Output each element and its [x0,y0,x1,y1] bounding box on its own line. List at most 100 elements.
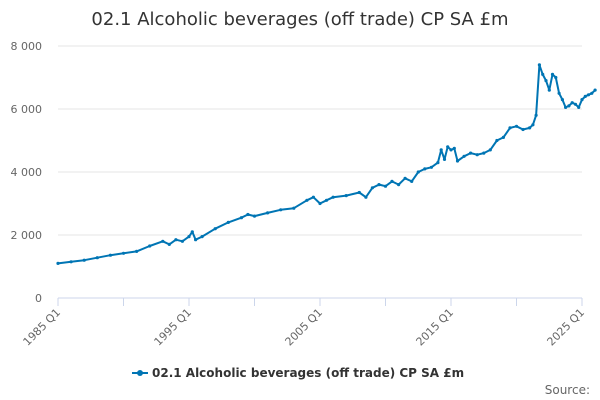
x-axis: 1985 Q1 1995 Q1 2005 Q1 2015 Q1 2025 Q1 [21,297,587,349]
x-tick-label: 1995 Q1 [152,306,195,349]
data-point[interactable] [174,238,178,242]
gridlines [58,45,582,236]
data-point[interactable] [580,98,584,102]
data-point[interactable] [324,198,329,202]
data-point[interactable] [560,98,565,102]
data-point[interactable] [180,239,184,243]
data-point[interactable] [446,145,450,149]
data-point[interactable] [550,72,555,76]
data-point[interactable] [82,258,86,262]
data-point[interactable] [69,260,73,264]
data-point[interactable] [357,190,361,195]
series-line[interactable] [57,63,596,265]
data-point[interactable] [570,101,574,105]
data-point[interactable] [495,138,499,143]
data-point[interactable] [403,176,407,180]
data-point[interactable] [528,126,532,130]
data-point[interactable] [187,235,191,239]
data-point[interactable] [167,242,171,246]
data-point[interactable] [544,79,548,83]
data-point[interactable] [564,105,568,109]
y-tick-label: 2 000 [11,229,43,242]
data-point[interactable] [583,94,587,98]
data-point[interactable] [377,183,381,187]
legend-marker-icon [137,370,143,376]
source-label: Source: [545,383,590,397]
data-point[interactable] [292,206,296,210]
data-point[interactable] [252,214,257,218]
data-point[interactable] [56,261,60,265]
series-group [56,63,597,265]
data-point[interactable] [554,75,558,80]
data-point[interactable] [311,195,315,199]
data-point[interactable] [429,165,433,169]
data-point[interactable] [305,198,309,202]
data-point[interactable] [567,104,571,108]
data-point[interactable] [557,91,561,95]
data-point[interactable] [501,135,505,139]
legend-label[interactable]: 02.1 Alcoholic beverages (off trade) CP … [152,366,464,380]
data-point[interactable] [190,230,194,234]
data-point[interactable] [239,216,243,220]
x-tick-label: 1985 Q1 [21,306,64,349]
data-point[interactable] [586,93,591,97]
data-point[interactable] [593,88,597,92]
data-point[interactable] [541,72,545,76]
data-point[interactable] [148,244,152,248]
x-tick-label: 2005 Q1 [283,306,326,349]
data-point[interactable] [194,238,198,242]
data-point[interactable] [410,179,414,183]
x-tick-label: 2015 Q1 [414,306,457,349]
data-point[interactable] [521,127,525,132]
y-tick-label: 6 000 [11,103,43,116]
data-point[interactable] [318,201,322,206]
data-point[interactable] [488,148,492,152]
y-axis: 0 2 000 4 000 6 000 8 000 [11,40,43,305]
data-point[interactable] [266,211,270,215]
y-tick-label: 0 [35,292,42,305]
data-point[interactable] [364,195,368,199]
data-point[interactable] [161,239,165,243]
data-point[interactable] [383,184,388,188]
data-point[interactable] [455,159,460,163]
data-point[interactable] [462,154,466,158]
y-tick-label: 8 000 [11,40,43,53]
data-point[interactable] [246,212,250,217]
data-point[interactable] [514,124,519,128]
data-point[interactable] [331,195,335,199]
data-point[interactable] [108,253,112,257]
data-point[interactable] [121,251,126,255]
data-point[interactable] [547,88,551,92]
data-point[interactable] [449,148,453,152]
chart-title: 02.1 Alcoholic beverages (off trade) CP … [91,9,508,30]
data-point[interactable] [531,123,535,127]
data-point[interactable] [213,227,217,231]
data-point[interactable] [390,179,394,183]
data-point[interactable] [279,208,283,212]
data-point[interactable] [370,186,374,190]
data-point[interactable] [397,183,401,187]
data-point[interactable] [416,170,420,174]
data-point[interactable] [344,194,348,198]
data-point[interactable] [573,102,578,106]
data-point[interactable] [439,148,443,152]
data-point[interactable] [436,161,440,165]
legend[interactable]: 02.1 Alcoholic beverages (off trade) CP … [132,366,464,380]
data-point[interactable] [200,235,204,239]
data-point[interactable] [442,157,447,161]
data-point[interactable] [95,256,99,260]
data-point[interactable] [577,105,581,109]
data-point[interactable] [534,113,538,117]
data-point[interactable] [469,151,473,155]
data-point[interactable] [226,220,230,224]
data-point[interactable] [423,167,427,171]
data-point[interactable] [537,63,542,67]
data-point[interactable] [590,91,594,95]
data-point[interactable] [135,249,139,253]
data-point[interactable] [508,126,512,130]
data-point[interactable] [475,153,479,157]
y-tick-label: 4 000 [11,166,43,179]
data-point[interactable] [452,146,456,150]
data-point[interactable] [482,151,486,155]
